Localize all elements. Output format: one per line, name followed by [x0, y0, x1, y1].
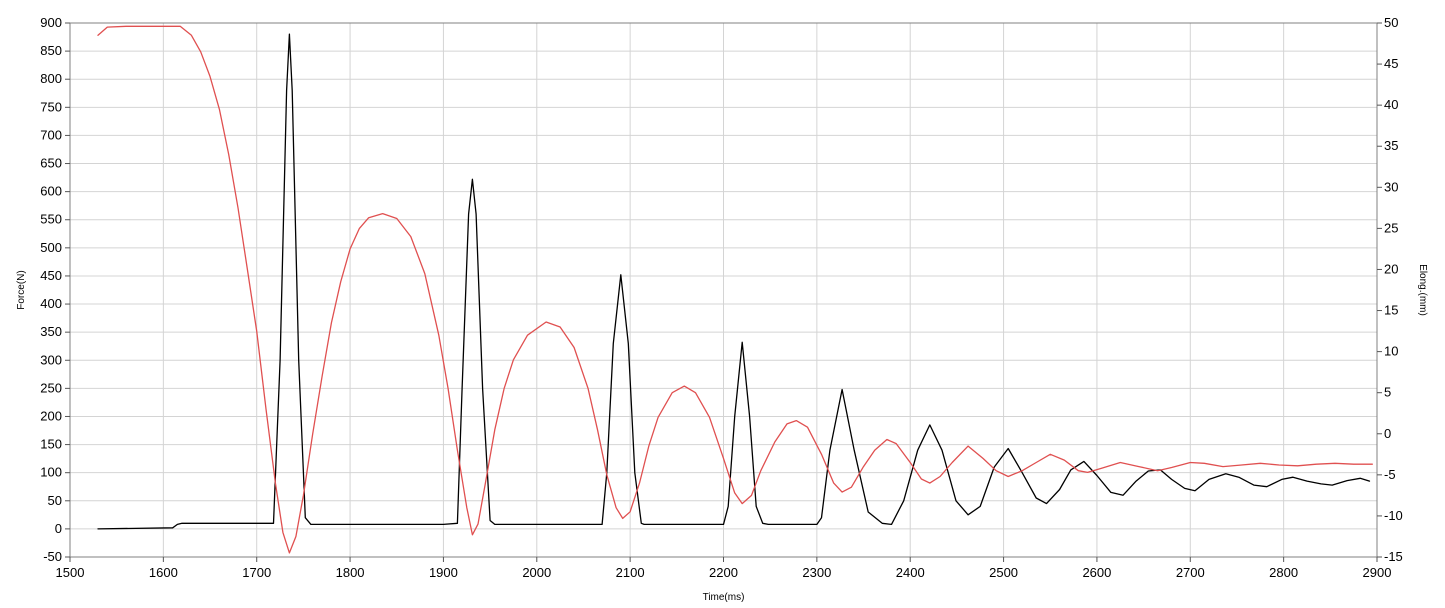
x-tick-label: 2600: [1082, 565, 1111, 580]
y-tick-label: 600: [40, 184, 62, 199]
y-tick-label: 350: [40, 324, 62, 339]
x-tick-label: 2000: [522, 565, 551, 580]
x-tick-label: 2200: [709, 565, 738, 580]
x-tick-label: 1600: [149, 565, 178, 580]
gridlines: [69, 22, 1378, 558]
x-tick-label: 1700: [242, 565, 271, 580]
x-tick-label: 2500: [989, 565, 1018, 580]
y-tick-label: 50: [48, 493, 62, 508]
x-tick-label: 2700: [1176, 565, 1205, 580]
y2-tick-label: 15: [1384, 303, 1398, 318]
y2-tick-label: 20: [1384, 261, 1398, 276]
y2-axis-title: Elong.(mm): [1417, 264, 1428, 316]
y2-tick-label: -5: [1384, 467, 1396, 482]
x-tick-label: 1900: [429, 565, 458, 580]
y-tick-label: 750: [40, 99, 62, 114]
elongation-series-line: [97, 25, 1373, 554]
y-tick-label: 200: [40, 408, 62, 423]
y-tick-label: 400: [40, 296, 62, 311]
y-tick-label: 650: [40, 156, 62, 171]
y2-tick-label: 40: [1384, 97, 1398, 112]
y-axis-title: Force(N): [16, 270, 27, 309]
y2-tick-label: -15: [1384, 549, 1403, 564]
x-tick-label: 1800: [336, 565, 365, 580]
y-tick-label: -50: [43, 549, 62, 564]
y2-tick-label: 0: [1384, 426, 1391, 441]
y-tick-label: 800: [40, 71, 62, 86]
y2-tick-label: 25: [1384, 220, 1398, 235]
x-tick-label: 2900: [1363, 565, 1392, 580]
y-tick-label: 850: [40, 43, 62, 58]
x-tick-label: 2800: [1269, 565, 1298, 580]
y-tick-label: 150: [40, 437, 62, 452]
x-tick-label: 2300: [802, 565, 831, 580]
y-tick-label: 700: [40, 127, 62, 142]
axis-ticks: 1500 1600 1700 1800 1900 2000 2100 2200 2300 2400…: [40, 15, 1403, 580]
series-layer: [97, 25, 1373, 554]
y-tick-label: 900: [40, 15, 62, 30]
y2-tick-label: 35: [1384, 138, 1398, 153]
y2-tick-label: 50: [1384, 15, 1398, 30]
x-axis-title: Time(ms): [703, 592, 745, 603]
x-tick-label: 2400: [896, 565, 925, 580]
y2-tick-label: 5: [1384, 385, 1391, 400]
y-tick-label: 100: [40, 465, 62, 480]
y2-tick-label: 30: [1384, 179, 1398, 194]
x-tick-label: 2100: [616, 565, 645, 580]
y-tick-label: 0: [55, 521, 62, 536]
y-tick-label: 500: [40, 240, 62, 255]
y-tick-label: 550: [40, 212, 62, 227]
y-tick-label: 250: [40, 380, 62, 395]
y-tick-label: 450: [40, 268, 62, 283]
y2-tick-label: 10: [1384, 344, 1398, 359]
x-tick-label: 1500: [56, 565, 85, 580]
y2-tick-label: 45: [1384, 56, 1398, 71]
force-series-line: [97, 33, 1371, 530]
y2-tick-label: -10: [1384, 508, 1403, 523]
y-tick-label: 300: [40, 352, 62, 367]
